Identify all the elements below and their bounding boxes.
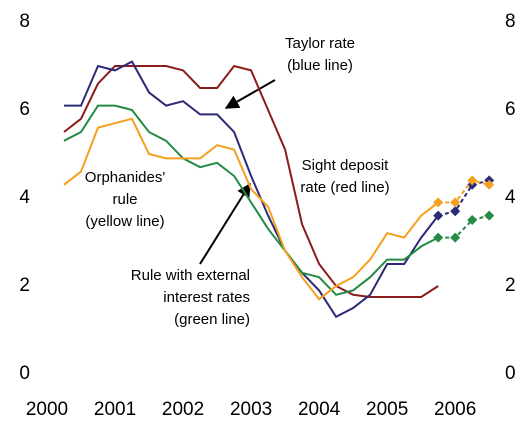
forecast-line [437,179,490,217]
y-tick-label: 4 [19,187,30,208]
arrow [224,79,276,109]
y2-tick-label: 2 [505,275,516,296]
x-tick-label: 2000 [26,399,68,420]
annotation: interest rates [163,289,250,306]
series-line [63,117,439,301]
y2-tick-label: 4 [505,187,516,208]
forecast-line [438,214,490,239]
x-tick-label: 2006 [434,399,476,420]
annotation: (blue line) [287,57,353,74]
forecast-marker [433,232,444,243]
forecast-marker [433,210,444,221]
annotation: (yellow line) [85,213,164,230]
y-tick-label: 0 [19,363,30,384]
x-tick-label: 2001 [94,399,136,420]
forecast-marker [484,179,495,190]
y2-tick-label: 0 [505,363,516,384]
x-tick-label: 2003 [230,399,272,420]
annotation: rule [112,191,137,208]
y-tick-label: 2 [19,275,30,296]
forecast-marker [467,215,478,225]
forecast-marker [450,232,461,243]
x-tick-label: 2005 [366,399,408,420]
x-tick-label: 2002 [162,399,204,420]
series-line [64,60,439,319]
x-tick-label: 2004 [298,399,341,420]
annotation: Rule with external [131,267,250,284]
forecast-marker [433,197,444,208]
y2-tick-label: 8 [505,11,516,32]
forecast-marker [467,175,478,186]
annotation: rate (red line) [300,179,389,196]
annotation: Sight deposit [302,157,390,174]
annotation: Orphanides' [85,169,166,186]
y-tick-label: 8 [19,11,30,32]
forecast-marker [484,210,495,221]
series-line [63,104,439,296]
annotation: (green line) [174,311,250,328]
y-tick-label: 6 [19,99,30,120]
forecast-line [438,179,490,204]
series-line [63,64,439,298]
y2-tick-label: 6 [505,99,516,120]
annotation: Taylor rate [285,35,355,52]
forecast-marker [450,206,461,217]
arrow [199,182,251,265]
forecast-marker [450,197,461,208]
